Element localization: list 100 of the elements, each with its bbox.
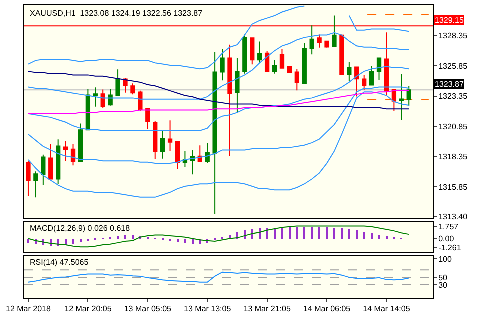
- bar: [289, 227, 291, 239]
- bar: [117, 236, 119, 239]
- candlestick: [302, 42, 307, 86]
- candlestick: [317, 34, 322, 48]
- candlestick: [34, 171, 38, 198]
- candlestick: [78, 123, 84, 162]
- candlestick: [294, 68, 300, 92]
- y-tick-label: 1318.35: [438, 152, 468, 162]
- bar: [177, 239, 179, 242]
- line-series: [28, 272, 410, 283]
- y-tick-label: 1315.85: [438, 182, 468, 192]
- bar: [356, 230, 358, 239]
- candlestick: [242, 34, 248, 74]
- x-tick-label: 14 Mar 06:05: [303, 304, 352, 314]
- bar: [72, 239, 74, 244]
- candlestick: [93, 87, 98, 108]
- candlestick: [168, 120, 173, 152]
- candlestick: [376, 58, 382, 81]
- line-series: [28, 90, 410, 114]
- ref-line-label: 1323.87: [435, 80, 464, 89]
- y-tick-label: 50: [438, 273, 448, 282]
- candlestick: [108, 88, 113, 106]
- bar: [259, 228, 261, 239]
- chart-title: MACD(12,26,9) 0.026 0.618: [30, 224, 131, 233]
- y-tick-label: 1.757: [438, 222, 460, 232]
- candlestick: [264, 50, 270, 73]
- candlestick: [56, 139, 61, 185]
- x-tick-label: 12 Mar 20:05: [64, 304, 112, 314]
- candlestick: [116, 69, 120, 96]
- bar: [371, 233, 373, 239]
- candlestick: [399, 74, 404, 121]
- y-tick-label: -1.261: [438, 243, 462, 252]
- candlestick: [406, 86, 412, 106]
- candlestick: [310, 25, 314, 56]
- line-series: [28, 92, 410, 198]
- y-tick-label: 1320.85: [438, 122, 468, 132]
- bar: [311, 227, 313, 239]
- bar: [326, 227, 328, 239]
- text: XAUUSD,H1 1323.08 1324.19 1322.56 1323.87: [30, 9, 204, 18]
- y-tick-label: 1323.35: [438, 92, 468, 102]
- candlestick: [146, 108, 150, 130]
- y-tick-label: 30: [438, 280, 448, 290]
- y-tick-label: 1328.35: [438, 32, 468, 41]
- bar: [281, 227, 283, 239]
- bar: [318, 227, 320, 239]
- candlestick: [280, 48, 285, 69]
- candlestick: [48, 144, 54, 180]
- line-series: [28, 226, 410, 248]
- x-tick-label: 13 Mar 05:05: [124, 304, 172, 314]
- bar: [378, 235, 380, 239]
- bar: [386, 236, 388, 239]
- candlestick: [175, 141, 180, 170]
- bar: [80, 239, 82, 242]
- chart-title: RSI(14) 47.5065: [30, 258, 90, 267]
- candlestick: [153, 121, 158, 160]
- y-tick-label: 0.00: [438, 234, 455, 244]
- candlestick: [220, 48, 225, 82]
- bar: [27, 239, 29, 243]
- candlestick: [130, 83, 136, 96]
- candlestick: [190, 150, 195, 176]
- candlestick: [70, 144, 76, 166]
- line-series: [28, 32, 410, 100]
- bar: [274, 228, 276, 239]
- candlestick: [138, 90, 143, 112]
- candlestick: [354, 66, 360, 98]
- x-tick-label: 13 Mar 21:05: [244, 304, 292, 314]
- ref-line-label: 1329.15: [435, 16, 464, 25]
- x-tick-label: 12 Mar 2018: [6, 304, 52, 314]
- bar: [192, 239, 194, 244]
- candlestick: [100, 89, 106, 109]
- line-series: [28, 86, 410, 164]
- candlestick: [63, 140, 68, 162]
- candlestick: [347, 62, 352, 82]
- line-series: [28, 71, 410, 110]
- candlestick: [324, 40, 330, 48]
- candlestick: [369, 66, 374, 86]
- line-series: [28, 66, 410, 132]
- candlestick: [182, 150, 188, 168]
- candlestick: [258, 41, 262, 64]
- candlestick: [362, 74, 367, 91]
- bar: [296, 227, 298, 239]
- y-tick-label: 1325.85: [438, 62, 468, 71]
- bar: [266, 228, 268, 239]
- bar: [251, 229, 253, 239]
- candlestick: [26, 160, 31, 197]
- bar: [132, 235, 134, 239]
- bar: [363, 232, 365, 239]
- bar: [333, 228, 335, 239]
- candlestick: [392, 89, 397, 112]
- bar: [184, 239, 186, 243]
- bar: [341, 228, 343, 239]
- candlestick: [272, 60, 278, 74]
- candlestick: [340, 34, 344, 76]
- candlestick: [235, 58, 240, 113]
- candlestick: [287, 66, 292, 74]
- candlestick: [212, 52, 218, 215]
- candlestick: [332, 15, 337, 48]
- bar: [65, 239, 67, 245]
- bar: [348, 229, 350, 239]
- candlestick: [205, 142, 210, 164]
